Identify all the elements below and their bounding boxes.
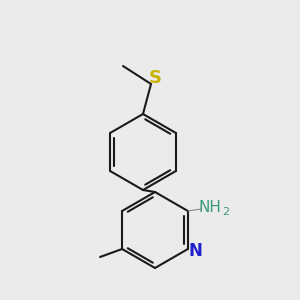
Text: 2: 2 [222,207,230,217]
Text: S: S [148,69,161,87]
Text: NH: NH [199,200,221,214]
Text: N: N [189,242,203,260]
